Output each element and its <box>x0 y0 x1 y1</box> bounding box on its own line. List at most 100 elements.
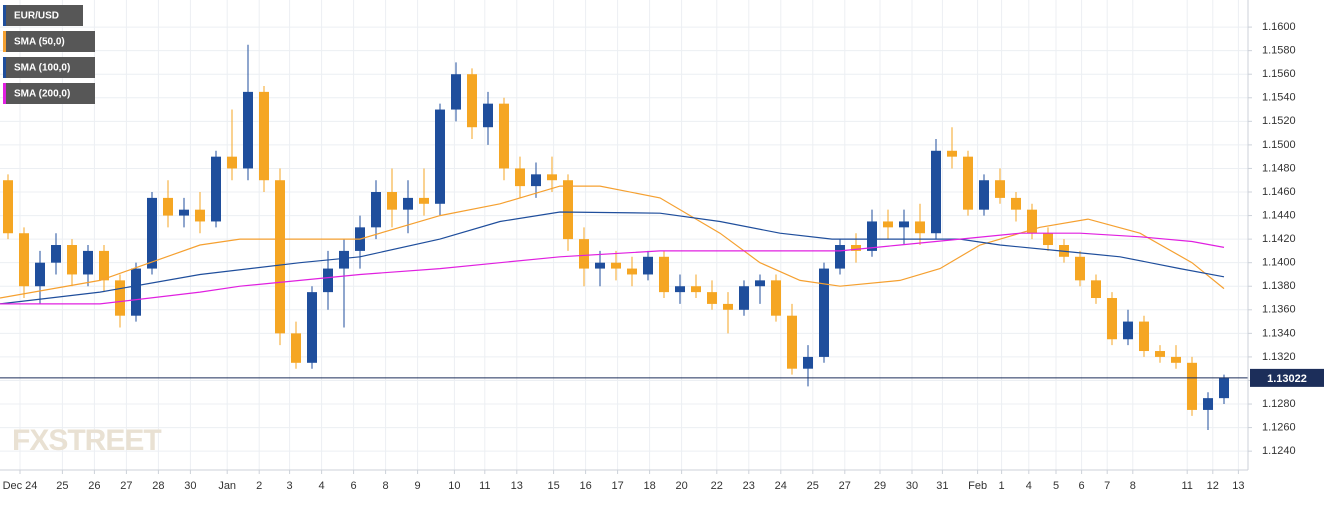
candle-body <box>563 180 573 240</box>
candle-body <box>1011 197 1021 210</box>
y-tick-label: 1.1240 <box>1262 445 1296 457</box>
candle-body <box>595 262 605 269</box>
y-tick-label: 1.1460 <box>1262 186 1296 198</box>
candle-body <box>323 268 333 293</box>
x-tick-label: 2 <box>256 480 262 492</box>
y-tick-label: 1.1320 <box>1262 351 1296 363</box>
legend-box <box>3 31 95 52</box>
candle-body <box>931 150 941 234</box>
candle-body <box>339 250 349 269</box>
candle-body <box>35 262 45 287</box>
x-tick-label: 12 <box>1207 480 1219 492</box>
candle-body <box>275 180 285 334</box>
sma-line <box>0 185 1225 299</box>
candle-body <box>691 286 701 293</box>
x-tick-label: 30 <box>906 480 918 492</box>
legend-label: EUR/USD <box>14 11 59 22</box>
candle-body <box>675 286 685 293</box>
candle-body <box>1027 209 1037 234</box>
candle-body <box>851 245 861 251</box>
legend-box <box>3 5 83 26</box>
legend-box <box>3 57 95 78</box>
x-tick-label: 31 <box>936 480 948 492</box>
candle-body <box>51 245 61 263</box>
candle-body <box>131 268 141 316</box>
x-tick-label: 1 <box>999 480 1005 492</box>
candle-body <box>435 109 445 204</box>
y-tick-label: 1.1260 <box>1262 422 1296 434</box>
x-tick-label: 17 <box>611 480 623 492</box>
candle-body <box>19 233 29 287</box>
candle-body <box>819 268 829 357</box>
y-tick-label: 1.1420 <box>1262 233 1296 245</box>
y-tick-label: 1.1500 <box>1262 139 1296 151</box>
candle-body <box>1091 280 1101 299</box>
x-tick-label: 4 <box>1026 480 1032 492</box>
current-price-label: 1.13022 <box>1267 373 1307 385</box>
watermark: FXSTREET <box>12 424 161 457</box>
candle-body <box>1043 233 1053 246</box>
y-tick-label: 1.1440 <box>1262 209 1296 221</box>
candle-body <box>499 103 509 169</box>
sma-line <box>0 211 1225 305</box>
candle-body <box>291 333 301 363</box>
x-tick-label: 13 <box>511 480 523 492</box>
candle-body <box>627 268 637 275</box>
candle-body <box>259 91 269 181</box>
candle-body <box>1155 351 1165 357</box>
y-tick-label: 1.1400 <box>1262 257 1296 269</box>
candle-body <box>67 245 77 275</box>
candle-body <box>787 315 797 369</box>
candle-body <box>547 174 557 181</box>
x-tick-label: 25 <box>807 480 819 492</box>
legend-swatch <box>3 31 6 52</box>
candle-body <box>1139 321 1149 352</box>
candle-body <box>803 356 813 369</box>
candle-body <box>307 292 317 363</box>
current-price-tag <box>1250 368 1324 387</box>
candle-body <box>659 256 669 293</box>
candle-body <box>883 221 893 228</box>
x-tick-label: Feb <box>968 480 987 492</box>
candle-body <box>515 168 525 187</box>
legend-swatch <box>3 57 6 78</box>
candle-body <box>1123 321 1133 340</box>
y-tick-label: 1.1540 <box>1262 92 1296 104</box>
candle-body <box>147 197 157 269</box>
y-tick-label: 1.1520 <box>1262 115 1296 127</box>
x-tick-label: 22 <box>711 480 723 492</box>
candle-body <box>1187 362 1197 410</box>
candle-body <box>643 256 653 275</box>
candle-body <box>979 180 989 210</box>
y-tick-label: 1.1480 <box>1262 162 1296 174</box>
candle-body <box>531 174 541 187</box>
legend-box <box>3 83 95 104</box>
y-tick-label: 1.1560 <box>1262 68 1296 80</box>
x-tick-label: 9 <box>415 480 421 492</box>
candle-body <box>227 156 237 169</box>
y-tick-label: 1.1280 <box>1262 398 1296 410</box>
x-tick-label: 20 <box>675 480 687 492</box>
candle-body <box>419 197 429 204</box>
candle-body <box>771 280 781 316</box>
candle-body <box>163 197 173 216</box>
legend-swatch <box>3 5 6 26</box>
x-tick-label: Dec 24 <box>3 480 38 492</box>
grid <box>0 0 1248 470</box>
candle-body <box>403 197 413 210</box>
candle-body <box>451 74 461 110</box>
candle-body <box>963 156 973 210</box>
x-tick-label: 8 <box>1130 480 1136 492</box>
x-tick-label: 26 <box>88 480 100 492</box>
legend: EUR/USD SMA (50,0) SMA (100,0) SMA (200,0) <box>3 5 95 104</box>
x-tick-label: 8 <box>383 480 389 492</box>
candle-body <box>483 103 493 128</box>
x-tick-label: 25 <box>56 480 68 492</box>
x-tick-label: 24 <box>775 480 787 492</box>
legend-label: SMA (50,0) <box>14 37 65 48</box>
candle-body <box>99 250 109 281</box>
x-tick-label: 4 <box>319 480 325 492</box>
candle-body <box>1107 298 1117 340</box>
